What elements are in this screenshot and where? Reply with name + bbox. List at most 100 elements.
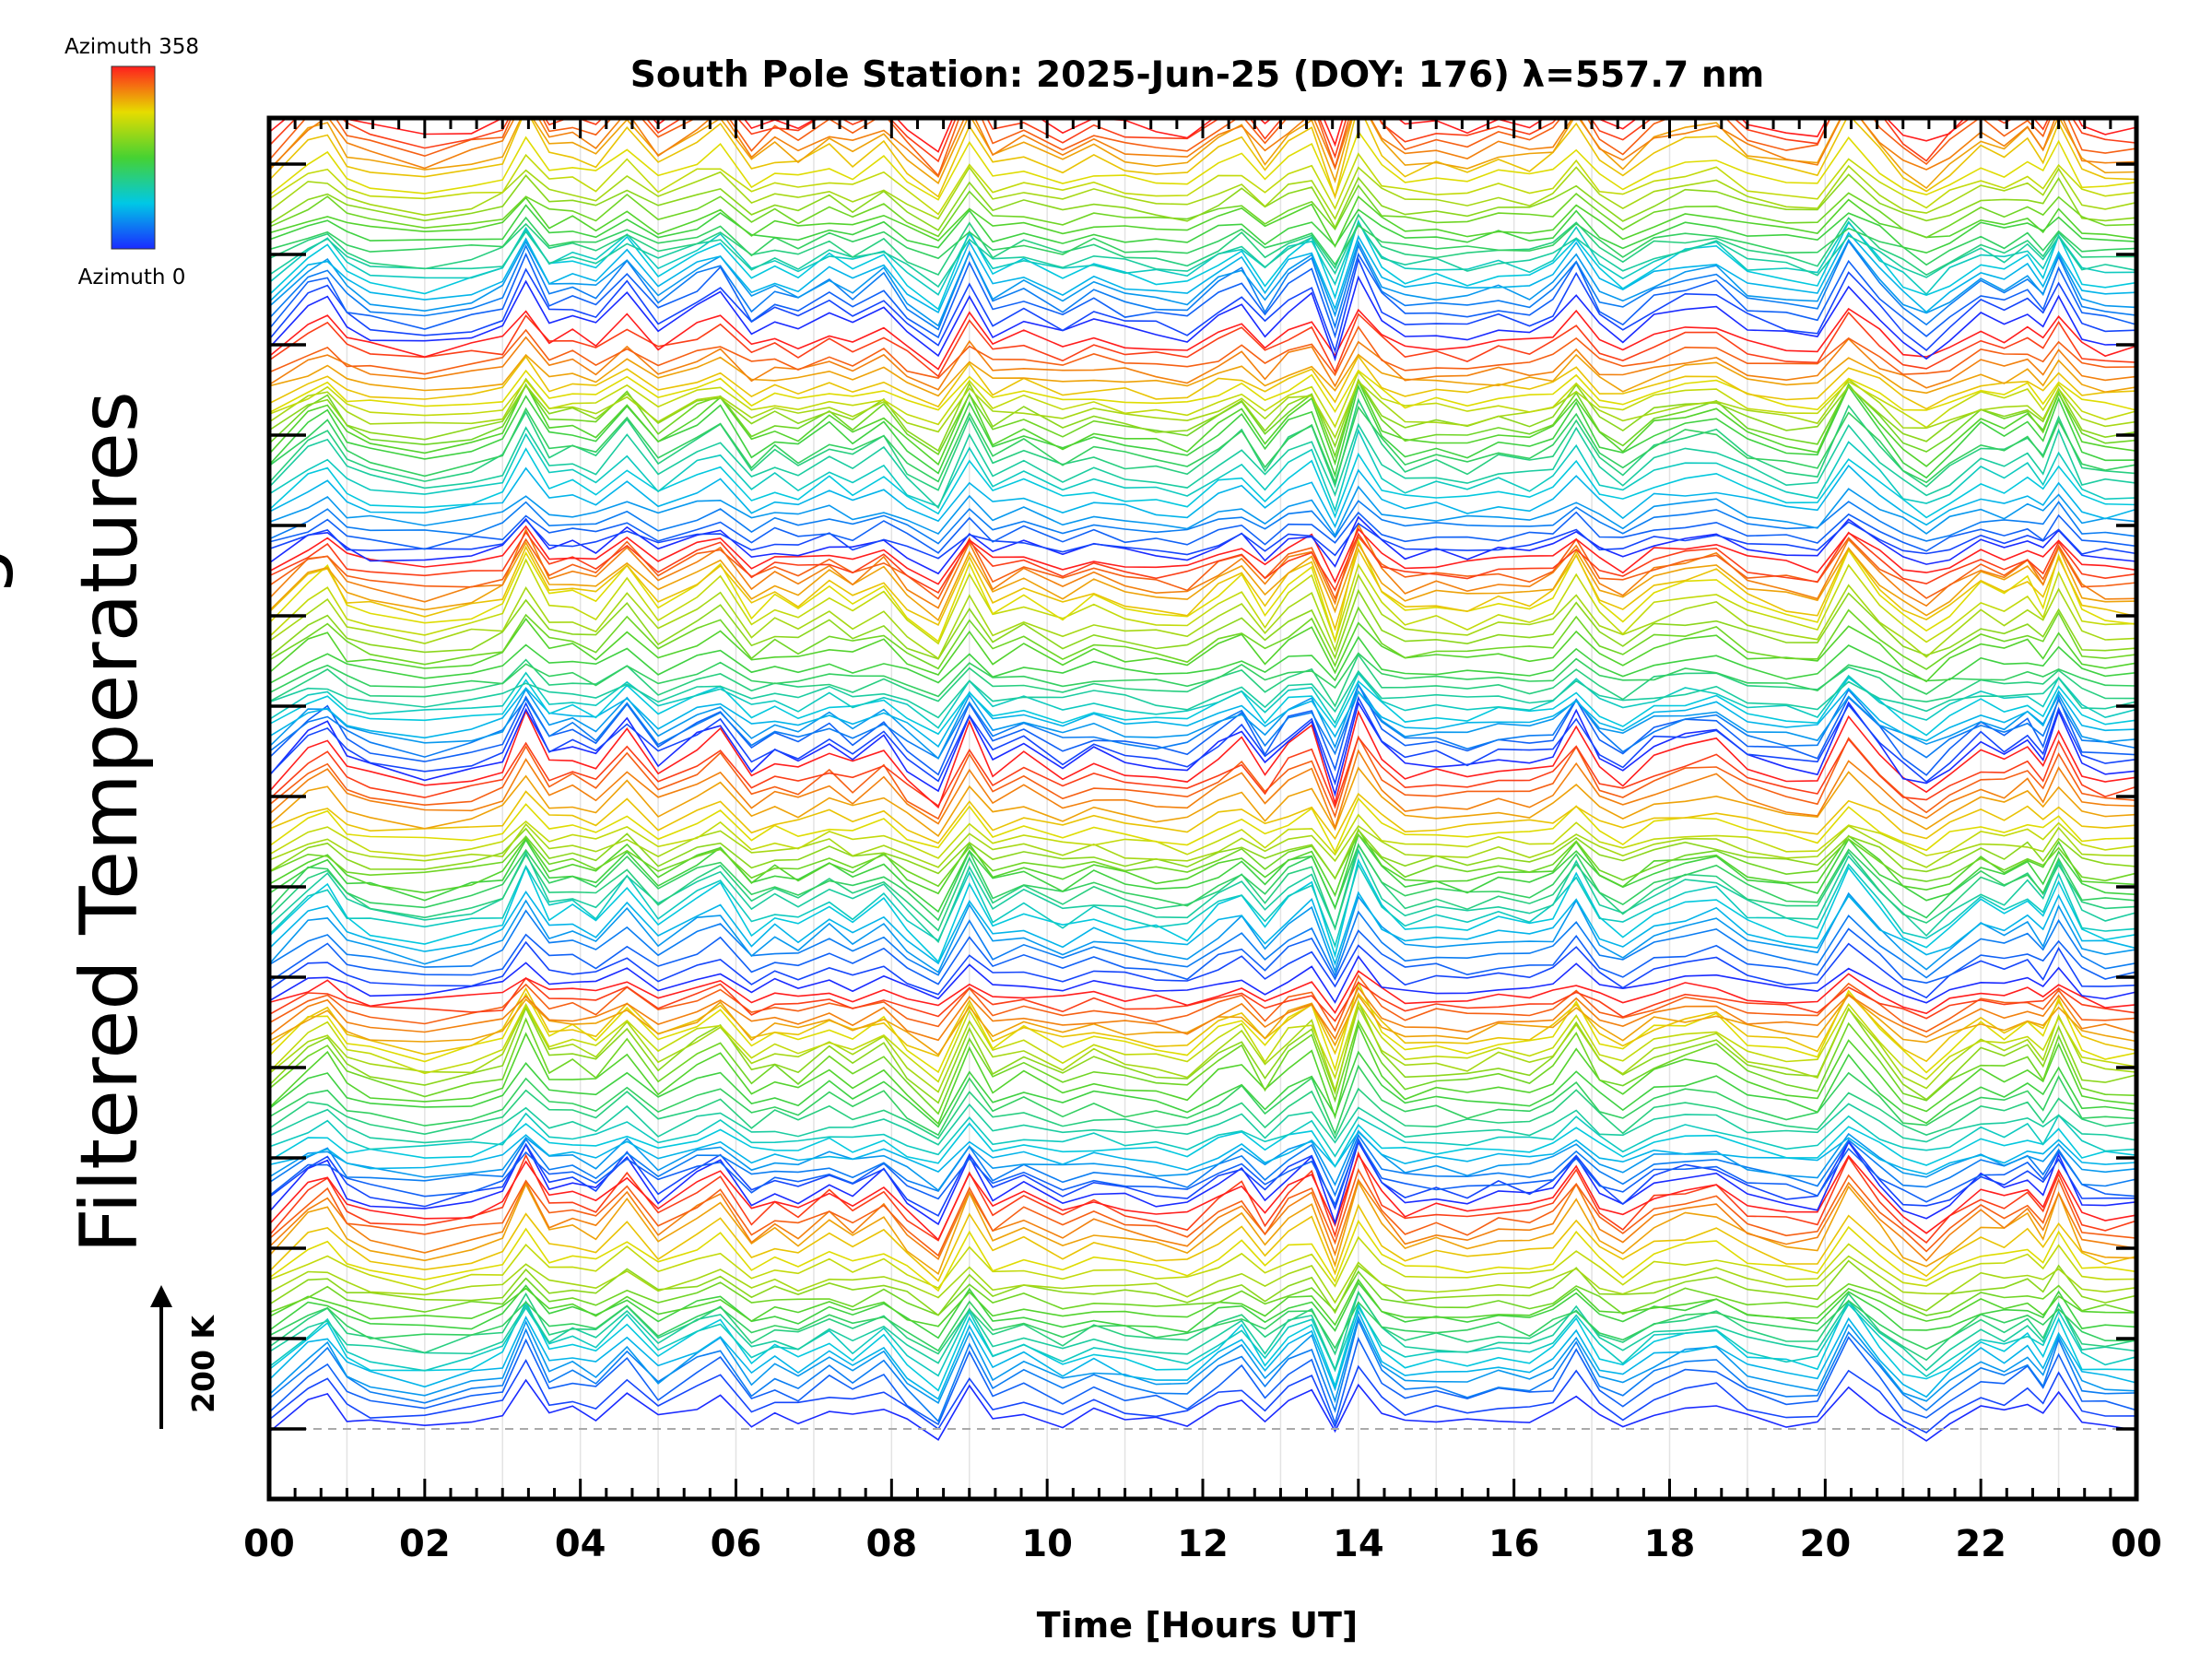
- trace-line: [269, 252, 2137, 339]
- trace-line: [269, 216, 2137, 266]
- trace-line: [269, 970, 2137, 1015]
- trace-line: [269, 985, 2137, 1042]
- trace-line: [269, 1315, 2137, 1404]
- scale-bar-label: 200 K: [185, 1315, 221, 1413]
- trace-line: [269, 447, 2137, 519]
- trace-line: [269, 545, 2137, 631]
- trace-line: [269, 500, 2137, 545]
- trace-line: [269, 1278, 2137, 1328]
- trace-line: [269, 671, 2137, 729]
- trace-line: [269, 1291, 2137, 1372]
- trace-line: [269, 275, 2137, 362]
- trace-line: [269, 1180, 2137, 1276]
- y-axis-label: Filtered Temperatures: [64, 391, 156, 1254]
- trace-line: [269, 891, 2137, 974]
- trace-line: [269, 652, 2137, 698]
- trace-line: [269, 152, 2137, 216]
- trace-line: [269, 676, 2137, 737]
- x-tick-label: 06: [711, 1523, 762, 1565]
- y-axis-label-partial: g: [0, 547, 16, 597]
- x-tick-label: 12: [1177, 1523, 1229, 1565]
- trace-line: [269, 687, 2137, 748]
- trace-line: [269, 994, 2137, 1056]
- trace-line: [269, 1004, 2137, 1093]
- trace-line: [269, 129, 2137, 201]
- trace-line: [269, 827, 2137, 880]
- trace-line: [269, 980, 2137, 1074]
- trace-line: [269, 1291, 2137, 1362]
- trace-line: [269, 822, 2137, 868]
- trace-line: [269, 1358, 2137, 1434]
- trace-line: [269, 1130, 2137, 1175]
- scale-bar: 200 K: [150, 1285, 221, 1429]
- trace-line: [269, 531, 2137, 594]
- chart-title: South Pole Station: 2025-Jun-25 (DOY: 17…: [630, 54, 1765, 96]
- trace-line: [269, 485, 2137, 537]
- x-tick-label: 08: [865, 1523, 917, 1565]
- trace-line: [269, 1139, 2137, 1226]
- trace-line: [269, 218, 2137, 311]
- trace-line: [269, 118, 2137, 200]
- trace-line: [269, 1178, 2137, 1262]
- trace-line: [269, 843, 2137, 922]
- trace-line: [269, 635, 2137, 685]
- trace-line: [269, 797, 2137, 854]
- trace-line: [269, 1303, 2137, 1377]
- trace-line: [269, 221, 2137, 289]
- trace-line: [269, 558, 2137, 645]
- x-tick-label: 20: [1799, 1523, 1851, 1565]
- trace-line: [269, 709, 2137, 809]
- trace-line: [269, 909, 2137, 979]
- colorbar-top-label: Azimuth 358: [65, 35, 199, 59]
- trace-line: [269, 195, 2137, 249]
- trace-line: [269, 1103, 2137, 1146]
- trace-line: [269, 384, 2137, 479]
- trace-line: [269, 1299, 2137, 1352]
- trace-line: [269, 511, 2137, 554]
- trace-line: [269, 1129, 2137, 1192]
- trace-group: [269, 118, 2137, 1442]
- trace-line: [269, 164, 2137, 221]
- trace-line: [269, 422, 2137, 510]
- trace-line: [269, 1022, 2137, 1126]
- trace-line: [269, 1152, 2137, 1242]
- trace-line: [269, 1219, 2137, 1292]
- x-tick-label: 00: [243, 1523, 295, 1565]
- trace-line: [269, 1168, 2137, 1257]
- trace-line: [269, 766, 2137, 838]
- trace-line: [269, 862, 2137, 949]
- trace-line: [269, 1255, 2137, 1304]
- x-axis-label: Time [Hours UT]: [1037, 1605, 1359, 1646]
- trace-line: [269, 1112, 2137, 1158]
- trace-line: [269, 695, 2137, 786]
- trace-line: [269, 239, 2137, 331]
- trace-line: [269, 523, 2137, 609]
- trace-line: [269, 311, 2137, 378]
- colorbar: [111, 65, 156, 250]
- trace-line: [269, 238, 2137, 327]
- trace-line: [269, 890, 2137, 966]
- trace-line: [269, 955, 2137, 1004]
- trace-line: [269, 118, 2137, 179]
- trace-line: [269, 353, 2137, 397]
- trace-line: [269, 183, 2137, 239]
- trace-line: [269, 231, 2137, 314]
- trace-line: [269, 336, 2137, 391]
- trace-line: [269, 848, 2137, 944]
- trace-line: [269, 588, 2137, 660]
- x-tick-label: 14: [1333, 1523, 1384, 1565]
- x-tick-label: 00: [2111, 1523, 2162, 1565]
- trace-line: [269, 173, 2137, 231]
- trace-line: [269, 525, 2137, 585]
- trace-line: [269, 256, 2137, 354]
- trace-line: [269, 370, 2137, 429]
- trace-line: [269, 857, 2137, 963]
- trace-line: [269, 1087, 2137, 1140]
- trace-line: [269, 832, 2137, 914]
- trace-line: [269, 1133, 2137, 1198]
- trace-line: [269, 204, 2137, 254]
- trace-line: [269, 1203, 2137, 1282]
- trace-line: [269, 1139, 2137, 1207]
- trace-line: [269, 940, 2137, 999]
